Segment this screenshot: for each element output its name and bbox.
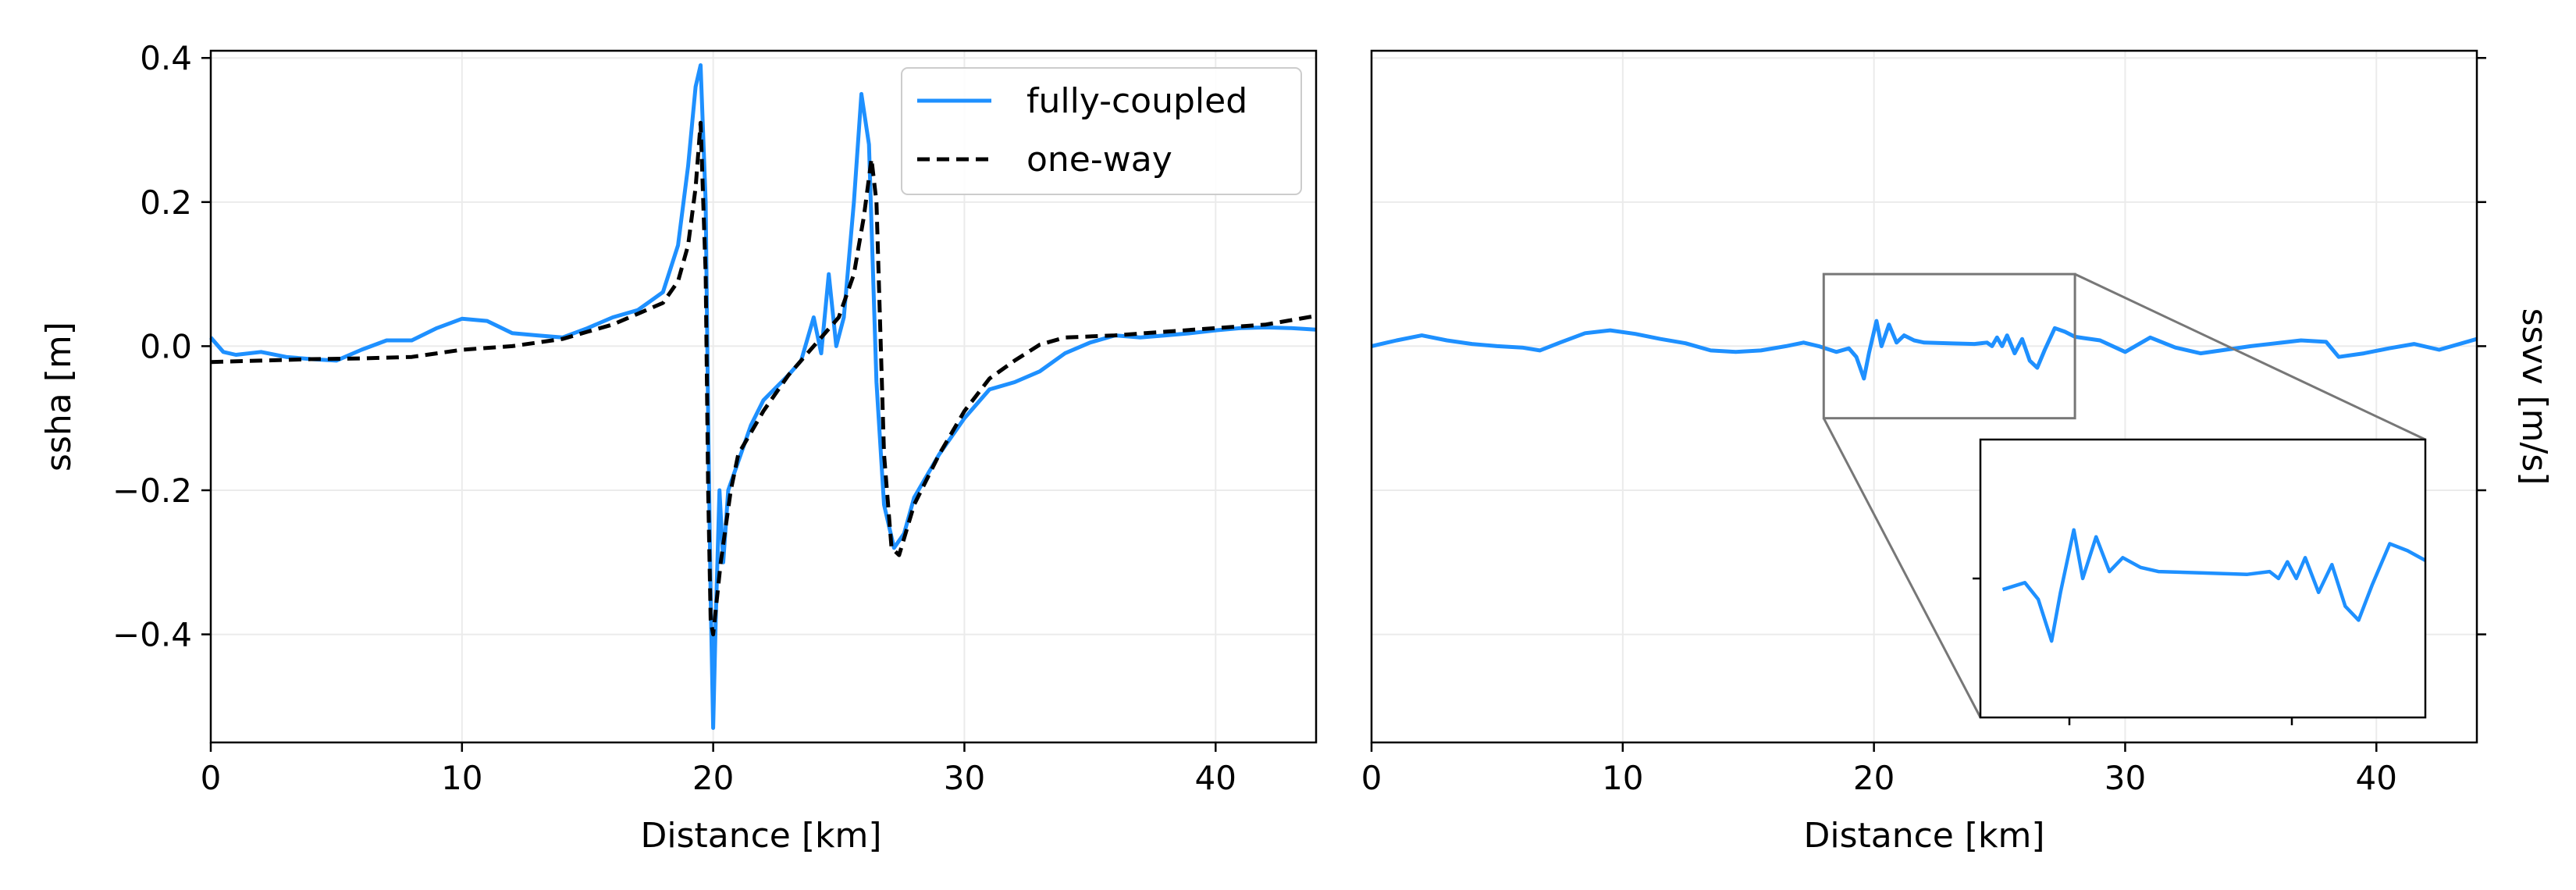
zoom-source-rect [1822,272,2076,420]
ssha-series-group [209,63,1317,730]
zoom-connector-top [2074,272,2426,441]
inset-axis-ticks [1973,577,2293,725]
ssha-y-tick-label: 0.4 [140,39,192,77]
ssvv-x-tick-label: 0 [1361,759,1382,797]
ssha-x-tick-label: 40 [1195,759,1236,797]
inset-background [1980,440,2425,717]
legend-label-fully-coupled: fully-coupled [1026,81,1247,121]
ssha-y-tick-label: −0.4 [112,616,192,654]
ssha-x-tick-label: 10 [441,759,482,797]
ssvv-plot-frame [1370,49,2478,744]
ssha-plot-frame [209,49,1318,744]
ssvv-panel: 0 10 20 30 40 Distance [km] ssvv [m/s] [1361,49,2554,856]
ssha-grid [210,51,1316,742]
ssha-y-tick-label: 0.0 [140,327,192,365]
legend-box [901,67,1302,195]
ssha-x-tick-label: 0 [201,759,222,797]
ssha-y-tick-label: −0.2 [112,472,192,510]
ssvv-axis-ticks: 0 10 20 30 40 [1361,56,2486,797]
ssvv-y-axis-label: ssvv [m/s] [2514,308,2554,486]
zoom-inset [1822,272,2427,725]
ssvv-x-tick-label: 30 [2105,759,2146,797]
ssha-y-axis-label: ssha [m] [39,322,79,472]
ssha-axis-ticks: 0 10 20 30 40 0.4 0.2 0.0 −0.2 −0.4 [112,39,1236,797]
ssha-panel: 0 10 20 30 40 0.4 0.2 0.0 −0.2 −0.4 Distance [km]… [39,39,1318,856]
ssvv-series-line [1371,319,2478,381]
ssvv-x-tick-label: 20 [1853,759,1895,797]
ssvv-x-axis-label: Distance [km] [1803,816,2044,856]
one-way-series-line [210,120,1317,637]
inset-series-line [2001,528,2427,643]
legend-label-one-way: one-way [1026,140,1172,180]
inset-series-group [2001,528,2427,643]
ssvv-x-tick-label: 40 [2356,759,2397,797]
legend: fully-coupled one-way [901,67,1302,195]
ssha-x-tick-label: 20 [692,759,734,797]
ssvv-series-group [1371,319,2478,381]
ssha-y-tick-label: 0.2 [140,183,192,222]
ssha-x-tick-label: 30 [944,759,985,797]
ssvv-x-tick-label: 10 [1602,759,1643,797]
zoom-connector-bottom [1822,417,1982,718]
ssha-x-axis-label: Distance [km] [640,816,881,856]
